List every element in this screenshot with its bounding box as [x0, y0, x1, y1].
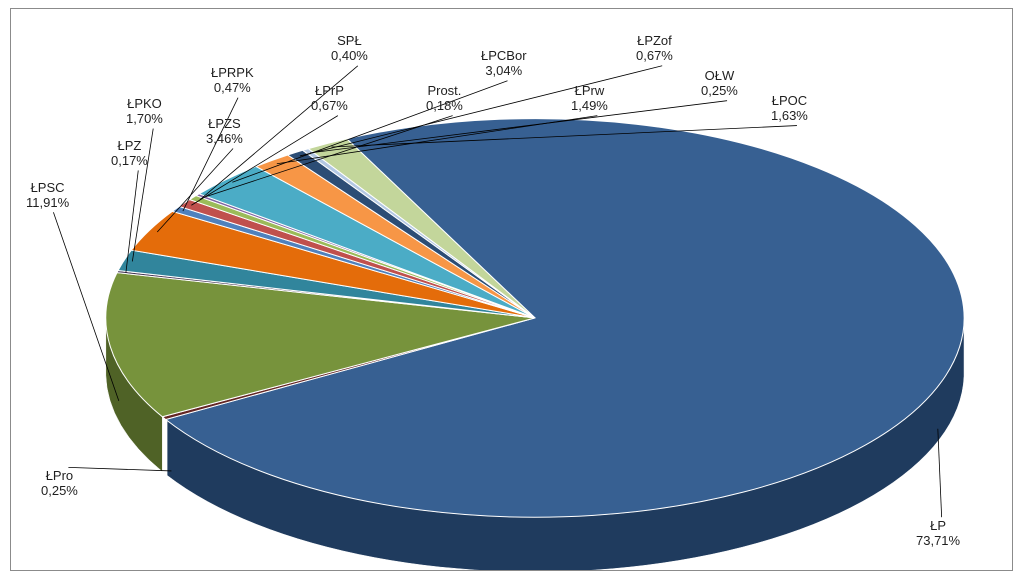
chart-frame: ŁP73,71%ŁPro0,25%ŁPSC11,91%ŁPZ0,17%ŁPKO1… — [10, 8, 1013, 571]
slice-label-percent: 0,17% — [111, 154, 148, 169]
slice-label-SPŁ: SPŁ0,40% — [331, 34, 368, 64]
slice-label-ŁPZS: ŁPZS3,46% — [206, 117, 243, 147]
slice-label-ŁPro: ŁPro0,25% — [41, 469, 78, 499]
slice-label-ŁPZof: ŁPZof0,67% — [636, 34, 673, 64]
slice-label-percent: 0,47% — [211, 81, 254, 96]
slice-label-percent: 0,25% — [41, 484, 78, 499]
slice-label-ŁPOC: ŁPOC1,63% — [771, 94, 808, 124]
slice-label-ŁPrw: ŁPrw1,49% — [571, 84, 608, 114]
slice-label-name: ŁPrP — [311, 84, 348, 99]
slice-label-ŁPrP: ŁPrP0,67% — [311, 84, 348, 114]
leader-line — [68, 467, 171, 471]
slice-label-ŁPZ: ŁPZ0,17% — [111, 139, 148, 169]
slice-label-percent: 3,46% — [206, 132, 243, 147]
slice-label-Prost.: Prost.0,18% — [426, 84, 463, 114]
slice-label-name: Prost. — [426, 84, 463, 99]
slice-label-name: SPŁ — [331, 34, 368, 49]
slice-label-percent: 11,91% — [26, 196, 69, 211]
pie-3d-chart — [11, 9, 1012, 570]
slice-label-name: ŁPro — [41, 469, 78, 484]
slice-label-percent: 0,40% — [331, 49, 368, 64]
slice-label-percent: 0,67% — [311, 99, 348, 114]
slice-label-percent: 73,71% — [916, 534, 960, 549]
slice-label-ŁPCBor: ŁPCBor3,04% — [481, 49, 527, 79]
slice-label-name: ŁPKO — [126, 97, 163, 112]
slice-label-percent: 0,18% — [426, 99, 463, 114]
slice-label-ŁPKO: ŁPKO1,70% — [126, 97, 163, 127]
slice-label-name: ŁPCBor — [481, 49, 527, 64]
slice-label-name: ŁPZ — [111, 139, 148, 154]
slice-label-name: ŁP — [916, 519, 960, 534]
slice-label-ŁP: ŁP73,71% — [916, 519, 960, 549]
slice-label-percent: 0,25% — [701, 84, 738, 99]
slice-label-OŁW: OŁW0,25% — [701, 69, 738, 99]
slice-label-name: ŁPOC — [771, 94, 808, 109]
slice-label-name: ŁPrw — [571, 84, 608, 99]
slice-label-percent: 1,70% — [126, 112, 163, 127]
slice-label-ŁPSC: ŁPSC11,91% — [26, 181, 69, 211]
slice-label-ŁPRPK: ŁPRPK0,47% — [211, 66, 254, 96]
slice-label-name: ŁPRPK — [211, 66, 254, 81]
slice-label-name: ŁPSC — [26, 181, 69, 196]
slice-label-name: ŁPZS — [206, 117, 243, 132]
slice-label-percent: 0,67% — [636, 49, 673, 64]
slice-label-percent: 1,49% — [571, 99, 608, 114]
slice-label-name: OŁW — [701, 69, 738, 84]
slice-label-percent: 1,63% — [771, 109, 808, 124]
slice-label-percent: 3,04% — [481, 64, 527, 79]
slice-label-name: ŁPZof — [636, 34, 673, 49]
leader-line — [938, 429, 942, 517]
